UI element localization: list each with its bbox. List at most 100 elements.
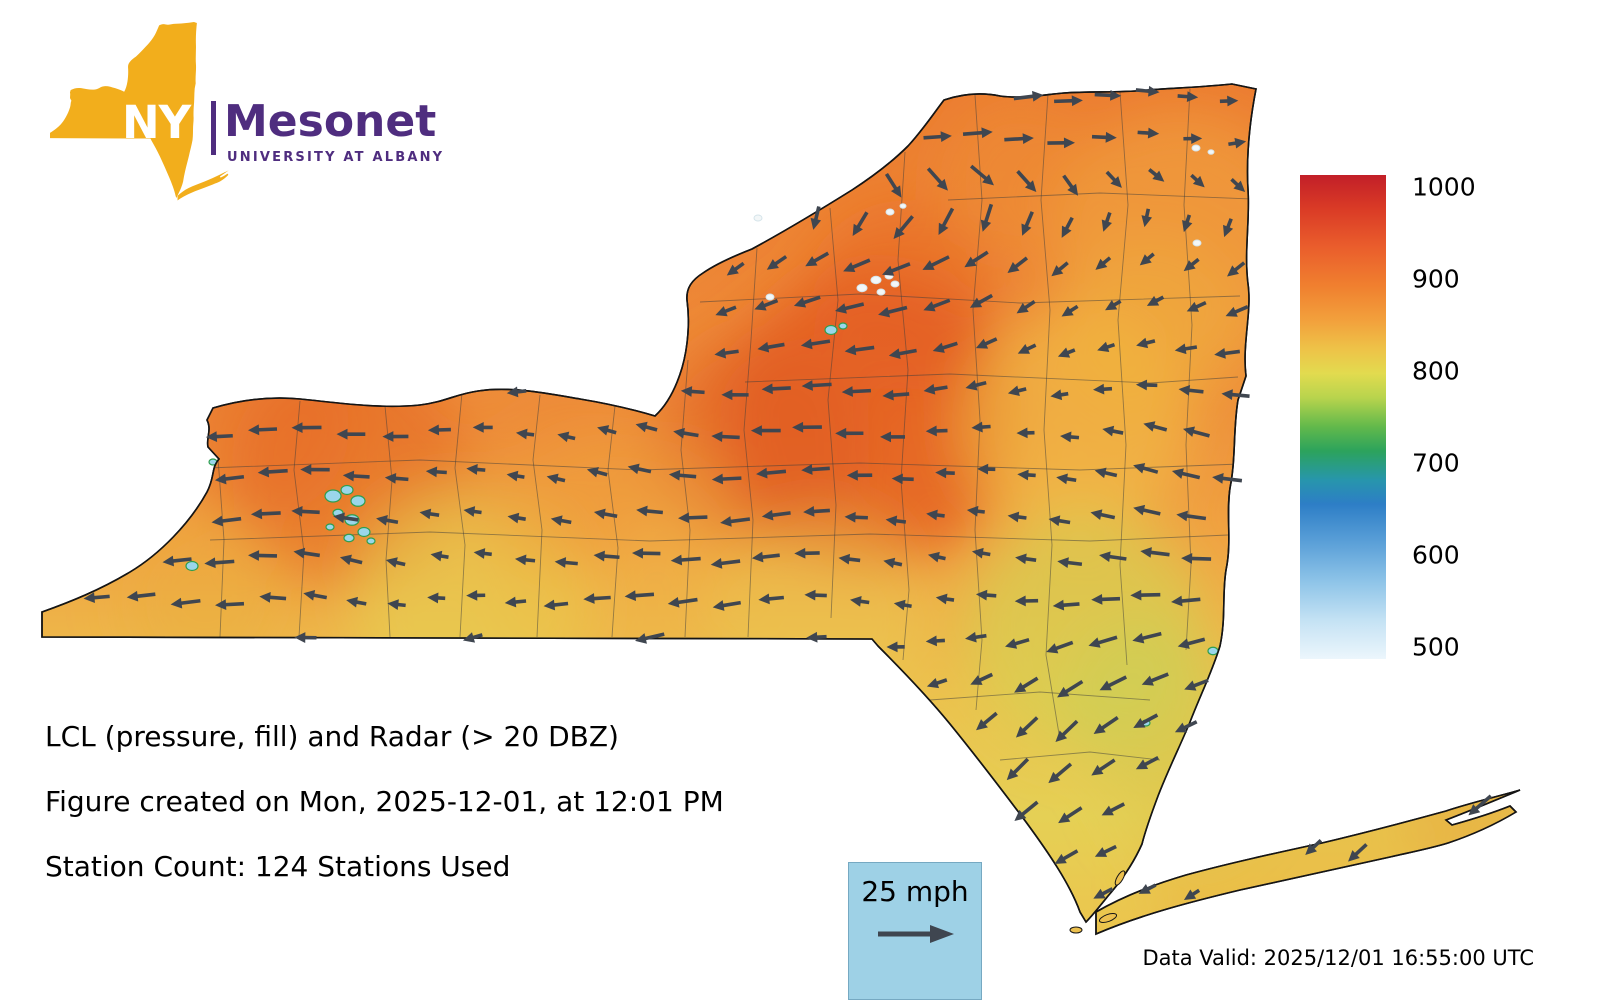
wind-arrow [333, 512, 359, 524]
wind-arrow [597, 425, 617, 436]
county-boundary [929, 691, 1151, 701]
wind-arrow [291, 505, 320, 517]
county-boundary [699, 293, 1241, 304]
wind-arrow [593, 550, 620, 562]
wind-arrow [1132, 631, 1162, 644]
wind-arrow [1171, 595, 1201, 607]
wind-arrow [1090, 509, 1116, 520]
wind-arrow [250, 508, 281, 520]
wind-arrow [891, 473, 914, 485]
wind-arrow [1091, 758, 1116, 776]
wind-arrow [214, 473, 245, 485]
county-boundary [1117, 91, 1129, 666]
colorbar-tick-label: 500 [1412, 632, 1460, 662]
radar-echo [185, 560, 199, 572]
wind-arrow [1221, 389, 1250, 401]
wind-arrow [667, 596, 698, 608]
wind-arrow [1101, 212, 1112, 232]
wind-arrow [1091, 131, 1117, 143]
wind-arrow [1130, 589, 1161, 601]
wind-arrow [1148, 168, 1165, 182]
wind-arrow [965, 631, 987, 643]
wind-arrow [1212, 473, 1243, 484]
wind-arrow [971, 547, 991, 559]
logo-university-text: UNIVERSITY AT ALBANY [227, 150, 445, 165]
wind-arrow [1016, 170, 1037, 193]
wind-arrow [806, 631, 827, 643]
radar-echo [324, 489, 342, 503]
wind-arrow [977, 463, 996, 475]
wind-arrow [800, 338, 831, 350]
wind-arrow [1021, 211, 1034, 236]
wind-arrow [964, 250, 989, 268]
wind-arrow [1060, 431, 1080, 443]
radar-echo [765, 293, 775, 301]
wind-arrow [1093, 716, 1119, 734]
radar-echo [870, 275, 882, 285]
wind-arrow [969, 164, 994, 186]
radar-echo [357, 526, 371, 538]
county-boundary [607, 405, 619, 638]
radar-echo [325, 523, 335, 531]
radar-echo [899, 203, 907, 209]
wind-arrow [805, 251, 830, 267]
wind-arrow [382, 431, 409, 442]
station-count-text: Station Count: 124 Stations Used [45, 850, 511, 883]
wind-arrow [430, 550, 449, 562]
wind-arrow [1138, 883, 1157, 894]
wind-arrow [1006, 757, 1030, 781]
wind-arrow [1135, 85, 1160, 97]
wind-arrow [852, 211, 869, 236]
wind-arrow [925, 425, 948, 437]
wind-arrow [293, 547, 321, 559]
wind-arrow [888, 348, 917, 359]
wind-arrow [1058, 806, 1083, 824]
wind-arrow [1219, 95, 1239, 107]
wind-arrow [1305, 839, 1323, 855]
wind-arrow [886, 641, 905, 653]
wind-arrow [1007, 256, 1029, 274]
wind-arrow [635, 421, 658, 433]
wind-arrow [1348, 843, 1368, 862]
wind-arrow [923, 131, 952, 143]
wind-arrow [550, 515, 572, 526]
wind-arrow [803, 506, 830, 517]
wind-arrow [506, 470, 525, 482]
wind-arrow [1061, 304, 1079, 317]
wind-arrow [935, 593, 955, 605]
data-valid-text: Data Valid: 2025/12/01 16:55:00 UTC [1142, 946, 1534, 970]
wind-arrow [204, 557, 235, 569]
wind-arrow [1186, 301, 1207, 312]
wind-arrow [1105, 170, 1122, 188]
wind-arrow [1048, 762, 1073, 784]
wind-arrow [761, 383, 791, 395]
wind-arrow [1176, 510, 1207, 522]
county-boundaries-layer [207, 88, 1253, 761]
wind-arrow [1177, 91, 1199, 103]
county-boundary [1040, 93, 1061, 741]
radar-echo [1207, 646, 1219, 656]
pressure-field-layer [120, 95, 1520, 934]
wind-arrow [1184, 678, 1209, 691]
wind-arrow [1182, 214, 1193, 233]
wind-arrow [170, 597, 201, 609]
wind-arrow [758, 593, 785, 605]
wind-arrow [1015, 553, 1037, 565]
wind-arrow [841, 386, 871, 397]
wind-arrow [162, 555, 192, 567]
wind-arrow [1057, 347, 1076, 358]
wind-arrow [711, 473, 742, 485]
wind-arrow [838, 553, 861, 565]
wind-arrow [923, 298, 951, 312]
radar-echo [876, 288, 886, 296]
wind-arrow [923, 383, 948, 395]
wind-arrow [1146, 295, 1165, 306]
radar-echo [890, 280, 900, 288]
wind-arrow [1174, 343, 1198, 355]
wind-arrow [1177, 637, 1206, 649]
wind-scale-label: 25 mph [861, 875, 969, 908]
wind-arrow [1171, 468, 1201, 480]
county-boundary [209, 531, 1229, 542]
wind-arrow [257, 466, 288, 478]
